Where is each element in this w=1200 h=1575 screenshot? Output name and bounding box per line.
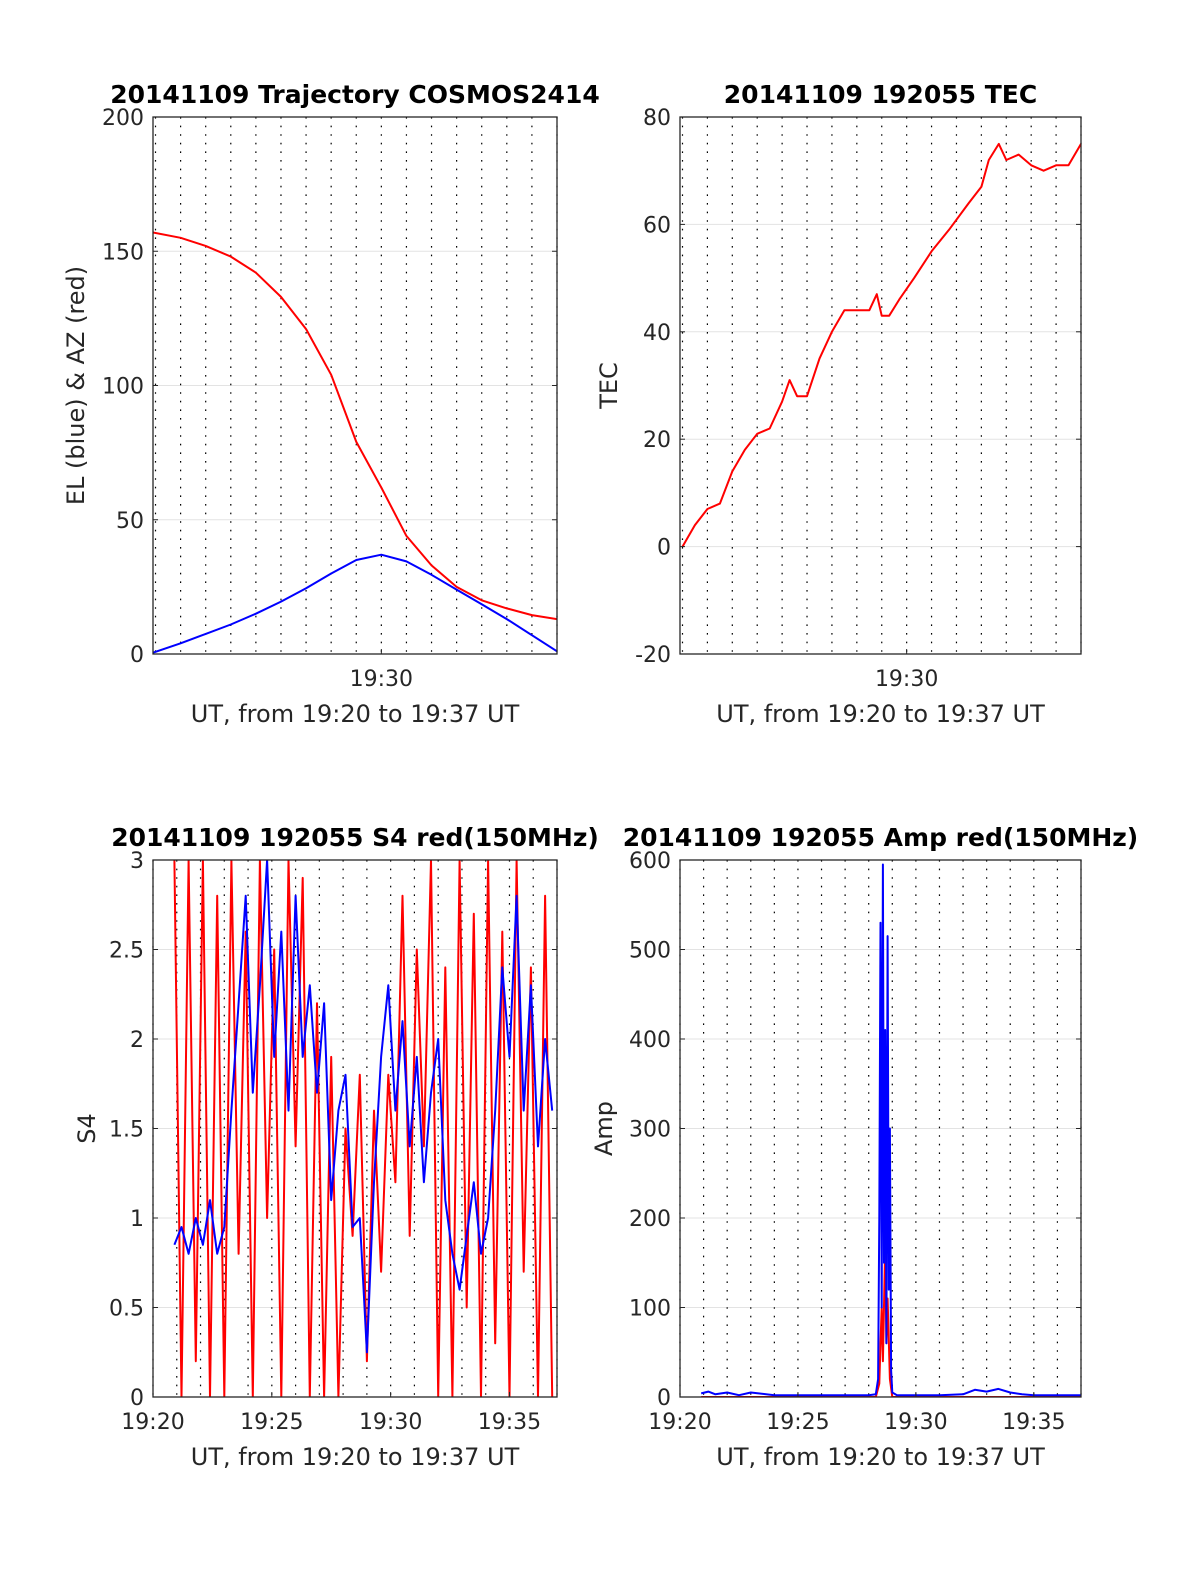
chart-title: 20141109 192055 S4 red(150MHz) bbox=[111, 823, 599, 852]
y-tick-label: 400 bbox=[629, 1028, 671, 1053]
x-tick-label: 19:20 bbox=[648, 1410, 711, 1435]
y-tick-label: 600 bbox=[629, 849, 671, 874]
chart-title: 20141109 Trajectory COSMOS2414 bbox=[110, 80, 600, 109]
chart-title: 20141109 192055 Amp red(150MHz) bbox=[623, 823, 1139, 852]
y-tick-label: 50 bbox=[116, 509, 144, 534]
tec-series-0 bbox=[681, 142, 1081, 548]
y-tick-label: 1.5 bbox=[109, 1118, 144, 1143]
y-tick-label: 1 bbox=[130, 1207, 144, 1232]
x-tick-label: 19:25 bbox=[766, 1410, 829, 1435]
series-group bbox=[700, 863, 1081, 1397]
y-tick-label: 200 bbox=[629, 1207, 671, 1232]
y-tick-label: 80 bbox=[643, 106, 671, 131]
traj-series-1 bbox=[153, 553, 557, 654]
y-tick-label: 100 bbox=[102, 375, 144, 400]
amp-series-0 bbox=[701, 1243, 1081, 1397]
y-tick-label: 300 bbox=[629, 1118, 671, 1143]
s4-series-0 bbox=[173, 860, 554, 1397]
y-tick-label: 2 bbox=[130, 1028, 144, 1053]
series-group bbox=[153, 231, 557, 654]
y-tick-label: 20 bbox=[643, 428, 671, 453]
axes-box bbox=[679, 116, 1082, 655]
x-tick-label: 19:35 bbox=[1002, 1410, 1065, 1435]
chart-title: 20141109 192055 TEC bbox=[724, 80, 1037, 109]
y-tick-label: 2.5 bbox=[109, 939, 144, 964]
y-axis-label: TEC bbox=[595, 362, 623, 410]
y-axis-label: EL (blue) & AZ (red) bbox=[62, 266, 90, 505]
x-axis-label: UT, from 19:20 to 19:37 UT bbox=[716, 1443, 1045, 1471]
traj-series-0 bbox=[153, 231, 557, 621]
series-group bbox=[681, 142, 1081, 548]
s4-series-1 bbox=[173, 860, 554, 1354]
y-tick-label: -20 bbox=[635, 643, 671, 668]
y-tick-label: 500 bbox=[629, 939, 671, 964]
x-tick-label: 19:30 bbox=[350, 667, 413, 692]
series-group bbox=[173, 860, 554, 1397]
x-tick-label: 19:30 bbox=[359, 1410, 422, 1435]
amp-series-1 bbox=[700, 863, 1081, 1397]
x-tick-label: 19:30 bbox=[875, 667, 938, 692]
y-tick-label: 60 bbox=[643, 213, 671, 238]
x-axis-label: UT, from 19:20 to 19:37 UT bbox=[716, 700, 1045, 728]
y-tick-label: 200 bbox=[102, 106, 144, 131]
y-tick-label: 150 bbox=[102, 240, 144, 265]
y-axis-label: Amp bbox=[590, 1101, 618, 1156]
x-tick-label: 19:30 bbox=[884, 1410, 947, 1435]
y-tick-label: 100 bbox=[629, 1297, 671, 1322]
y-axis-label: S4 bbox=[73, 1113, 101, 1144]
y-tick-label: 0.5 bbox=[109, 1297, 144, 1322]
x-tick-label: 19:20 bbox=[121, 1410, 184, 1435]
y-tick-label: 3 bbox=[130, 849, 144, 874]
y-tick-label: 0 bbox=[657, 1386, 671, 1411]
y-tick-label: 0 bbox=[130, 1386, 144, 1411]
x-tick-label: 19:35 bbox=[478, 1410, 541, 1435]
x-axis-label: UT, from 19:20 to 19:37 UT bbox=[191, 700, 520, 728]
y-tick-label: 0 bbox=[657, 536, 671, 561]
y-tick-label: 40 bbox=[643, 321, 671, 346]
y-tick-label: 0 bbox=[130, 643, 144, 668]
x-tick-label: 19:25 bbox=[240, 1410, 303, 1435]
x-axis-label: UT, from 19:20 to 19:37 UT bbox=[191, 1443, 520, 1471]
